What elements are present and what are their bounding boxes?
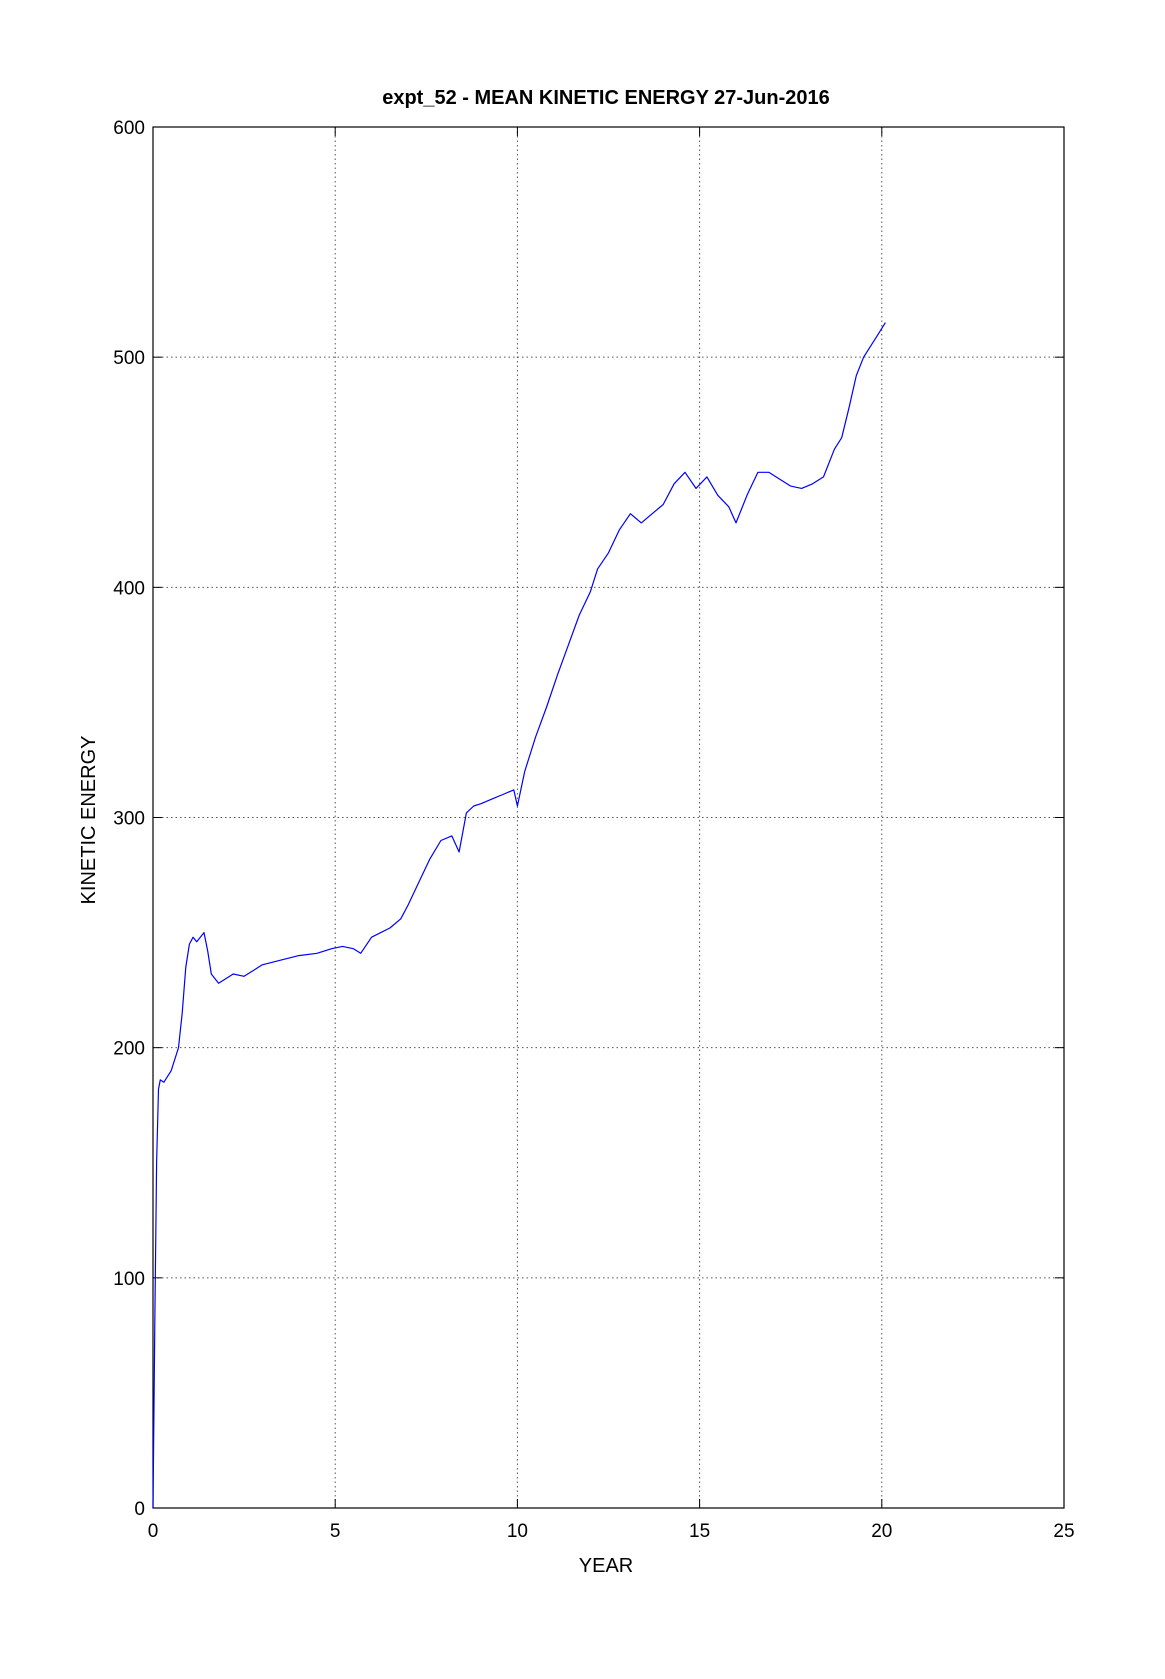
x-tick-label: 25	[1053, 1521, 1074, 1542]
y-tick-label: 300	[113, 809, 145, 830]
y-tick-label: 200	[113, 1039, 145, 1060]
chart-title: expt_52 - MEAN KINETIC ENERGY 27-Jun-201…	[382, 87, 830, 109]
y-tick-labels: 0 100 200 300 400 500 600	[113, 118, 145, 1520]
x-tick-label: 20	[871, 1521, 892, 1542]
y-tick-label: 0	[134, 1499, 145, 1520]
x-tick-label: 15	[689, 1521, 710, 1542]
x-axis-label: YEAR	[579, 1555, 633, 1577]
y-tick-label: 100	[113, 1269, 145, 1290]
x-tick-labels: 0 5 10 15 20 25	[148, 1521, 1075, 1542]
y-tick-label: 600	[113, 118, 145, 139]
x-tick-label: 0	[148, 1521, 159, 1542]
y-axis-label: KINETIC ENERGY	[78, 736, 100, 905]
y-tick-label: 400	[113, 578, 145, 599]
kinetic-energy-line	[152, 322, 886, 1509]
x-tick-label: 5	[330, 1521, 341, 1542]
axis-ticks	[152, 126, 1065, 1509]
grid	[153, 127, 1064, 1508]
x-tick-label: 10	[507, 1521, 528, 1542]
y-tick-label: 500	[113, 348, 145, 369]
